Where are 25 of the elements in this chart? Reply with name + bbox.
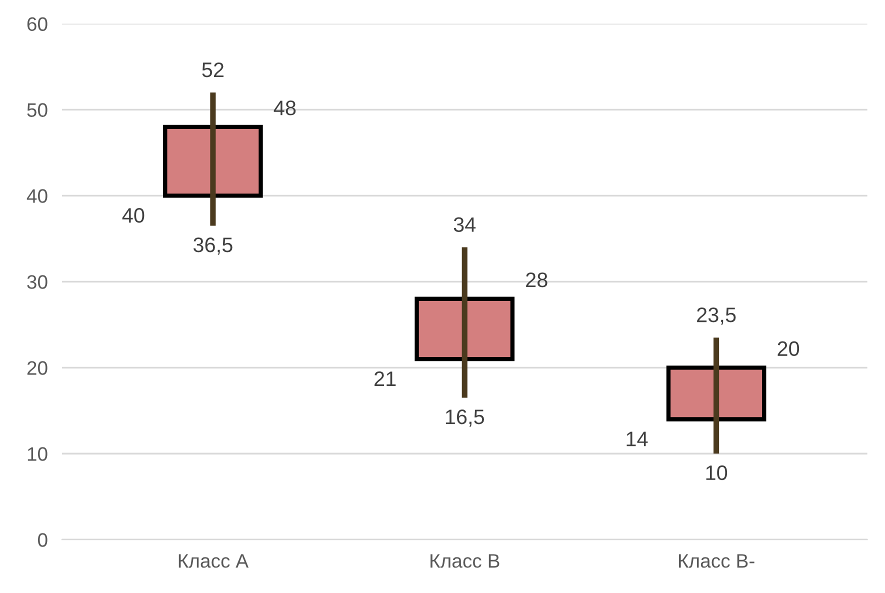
text: 10 (706, 465, 728, 480)
text: 52 (202, 62, 224, 78)
y-tick-label: 30 (27, 275, 48, 289)
text: 48 (274, 100, 296, 116)
text: 16,5 (446, 409, 484, 427)
text: 21 (374, 371, 396, 386)
candlestick (163, 92, 263, 226)
text: 40 (122, 208, 144, 223)
y-tick-label: 50 (27, 103, 48, 117)
y-tick-label: 10 (28, 447, 48, 461)
text: 20 (778, 341, 800, 356)
x-tick-label: Класс А (178, 554, 249, 568)
y-tick-label: 0 (38, 533, 48, 547)
x-tick-label: Класс В (430, 554, 500, 568)
text: 28 (526, 272, 548, 288)
text: 23,5 (697, 308, 736, 325)
candlestick (666, 338, 766, 454)
candlestick (414, 247, 515, 398)
y-tick-label: 20 (27, 361, 48, 375)
y-tick-label: 40 (26, 189, 48, 203)
text: 14 (626, 432, 648, 446)
y-tick-label: 60 (27, 17, 48, 31)
text: 34 (454, 217, 476, 232)
x-tick-label: Класс В- (679, 554, 754, 568)
text: 36,5 (193, 238, 232, 255)
